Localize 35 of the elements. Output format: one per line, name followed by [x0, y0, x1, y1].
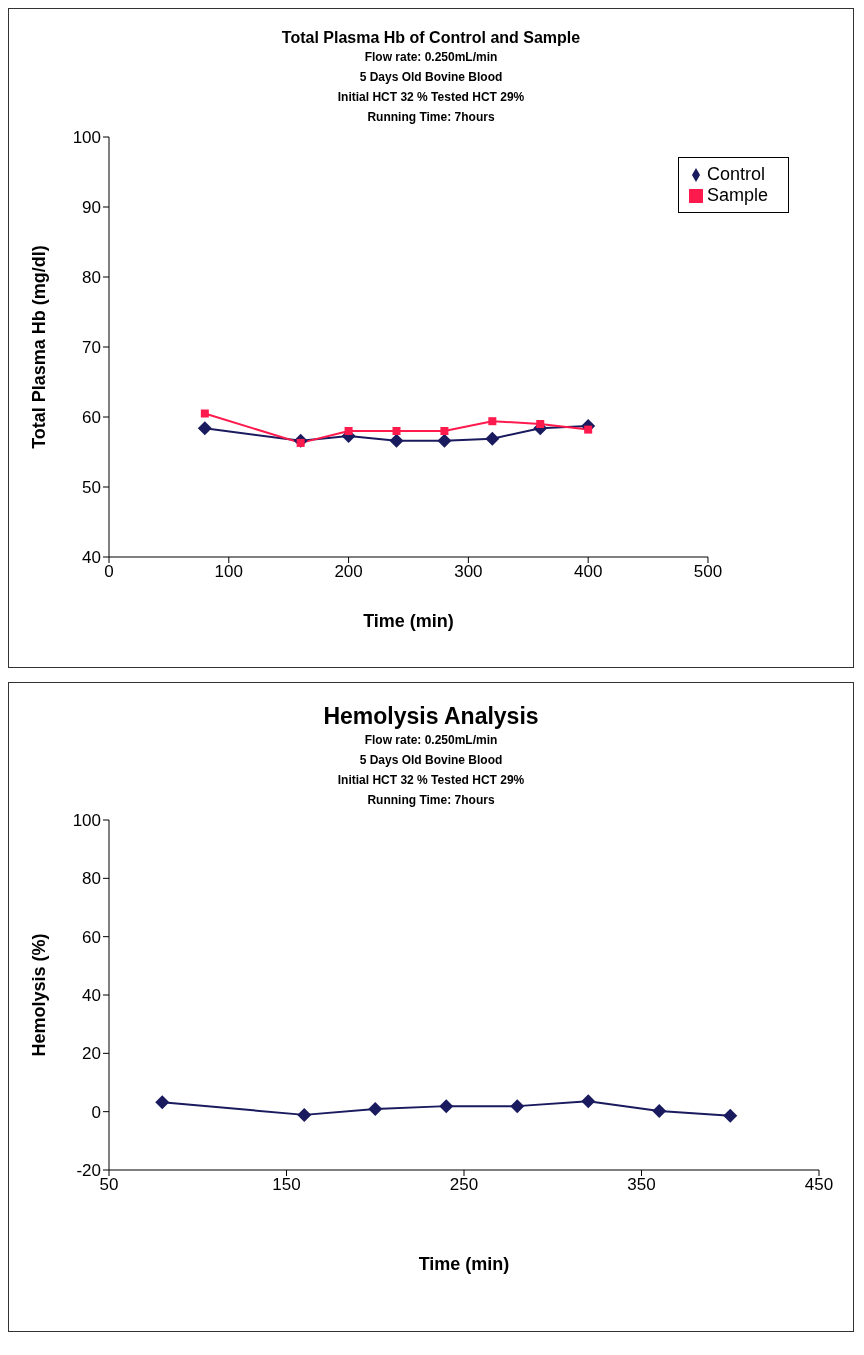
chart-subtitle: Flow rate: 0.250mL/min 5 Days Old Bovine Blood Initial HCT 32 % Tested HCT 29% Running Time: 7hours [336, 49, 526, 126]
x-axis-title: Time (min) [363, 611, 454, 631]
x-tick-label: 400 [573, 562, 603, 582]
x-tick-label: 250 [449, 1175, 479, 1195]
y-tick-label: 50 [82, 478, 101, 498]
legend-label: Sample [706, 185, 768, 205]
y-tick-label: 90 [82, 198, 101, 218]
x-tick-label: 100 [214, 562, 243, 582]
y-axis-title: Total Plasma Hb (mg/dl) [29, 245, 50, 449]
x-tick-label: 500 [693, 562, 723, 582]
chart-title: Total Plasma Hb of Control and Sample [280, 29, 582, 47]
y-tick-label: 60 [82, 927, 101, 947]
legend-label: Control [706, 164, 765, 184]
x-tick-label: 450 [804, 1175, 834, 1195]
x-tick-label: 0 [104, 562, 114, 582]
y-tick-label: 40 [82, 986, 101, 1006]
x-tick-label: 50 [99, 1175, 119, 1195]
chart-title: Hemolysis Analysis [322, 703, 540, 730]
y-tick-label: 100 [72, 128, 101, 148]
chart-subtitle: Flow rate: 0.250mL/min 5 Days Old Bovine Blood Initial HCT 32 % Tested HCT 29% Running Time: 7hours [336, 732, 526, 809]
y-axis-title: Hemolysis (%) [29, 933, 50, 1057]
x-tick-label: 300 [454, 562, 483, 582]
x-tick-label: 200 [334, 562, 363, 582]
y-tick-label: -20 [76, 1161, 101, 1181]
y-tick-label: 0 [91, 1102, 101, 1122]
y-tick-label: 100 [72, 811, 101, 831]
y-tick-label: 40 [82, 548, 101, 568]
y-tick-label: 70 [82, 338, 101, 358]
x-tick-label: 150 [272, 1175, 301, 1195]
y-tick-label: 80 [82, 869, 101, 889]
x-axis-title: Time (min) [418, 1254, 510, 1274]
y-tick-label: 60 [82, 408, 101, 428]
x-tick-label: 350 [627, 1175, 656, 1195]
y-tick-label: 20 [82, 1044, 101, 1064]
y-tick-label: 80 [82, 268, 101, 288]
